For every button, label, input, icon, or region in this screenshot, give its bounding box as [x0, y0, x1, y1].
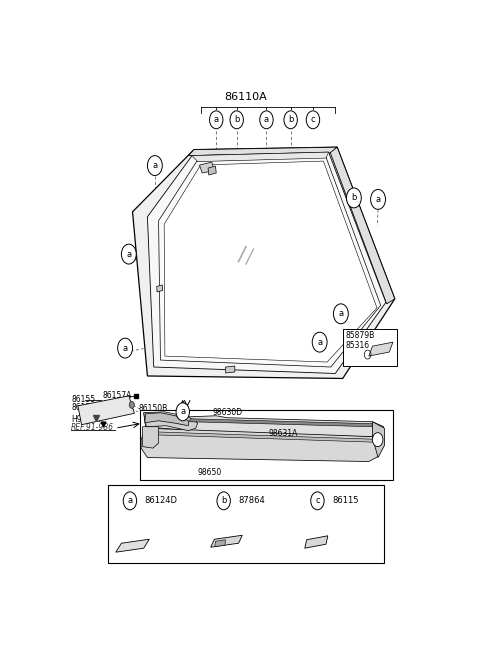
- Text: a: a: [127, 496, 132, 505]
- Polygon shape: [330, 147, 395, 304]
- Polygon shape: [200, 162, 215, 173]
- Text: a: a: [180, 407, 185, 416]
- Text: H94134: H94134: [71, 415, 101, 424]
- Polygon shape: [188, 147, 337, 156]
- Text: 86180: 86180: [335, 317, 359, 326]
- Text: b: b: [234, 115, 240, 124]
- Text: a: a: [152, 161, 157, 170]
- Circle shape: [217, 492, 230, 510]
- Circle shape: [371, 189, 385, 209]
- Text: c: c: [311, 115, 315, 124]
- Text: b: b: [221, 496, 227, 505]
- Circle shape: [260, 111, 273, 129]
- Text: a: a: [264, 115, 269, 124]
- Text: a: a: [214, 115, 219, 124]
- Text: 86124D: 86124D: [145, 496, 178, 505]
- Polygon shape: [78, 396, 134, 424]
- Polygon shape: [156, 285, 163, 292]
- Polygon shape: [211, 536, 242, 547]
- Polygon shape: [149, 432, 372, 442]
- Bar: [140, 410, 393, 481]
- Circle shape: [121, 244, 136, 264]
- Text: a: a: [317, 338, 322, 347]
- Circle shape: [334, 304, 348, 324]
- Circle shape: [311, 492, 324, 510]
- Polygon shape: [158, 157, 381, 367]
- Text: 86131F: 86131F: [345, 302, 373, 311]
- Text: 85879B: 85879B: [346, 331, 375, 340]
- Text: 98630D: 98630D: [213, 408, 243, 417]
- Polygon shape: [144, 412, 198, 431]
- Bar: [108, 485, 384, 563]
- Polygon shape: [132, 147, 395, 379]
- Bar: [343, 329, 396, 366]
- Circle shape: [210, 111, 223, 129]
- Polygon shape: [164, 161, 377, 362]
- Polygon shape: [147, 152, 386, 373]
- Text: b: b: [288, 115, 293, 124]
- Text: 86115: 86115: [332, 496, 359, 505]
- Text: REF.91-986: REF.91-986: [71, 422, 114, 432]
- Text: a: a: [126, 249, 132, 258]
- Polygon shape: [305, 536, 328, 548]
- Polygon shape: [116, 539, 149, 552]
- Polygon shape: [372, 422, 384, 457]
- Circle shape: [129, 401, 134, 408]
- Text: a: a: [375, 195, 381, 204]
- Polygon shape: [144, 413, 384, 437]
- Text: 86156: 86156: [103, 400, 127, 409]
- Text: c: c: [315, 496, 320, 505]
- Text: a: a: [338, 309, 343, 318]
- Text: a: a: [122, 344, 128, 353]
- Polygon shape: [369, 342, 393, 356]
- Circle shape: [123, 492, 137, 510]
- Text: 98631A: 98631A: [268, 429, 298, 437]
- Circle shape: [312, 332, 327, 352]
- Circle shape: [347, 188, 361, 208]
- Text: 86110A: 86110A: [225, 92, 267, 103]
- Text: 86154G: 86154G: [71, 403, 101, 412]
- Circle shape: [118, 338, 132, 358]
- Text: 87864: 87864: [239, 496, 265, 505]
- Polygon shape: [143, 427, 158, 448]
- Circle shape: [284, 111, 297, 129]
- Text: 86157A: 86157A: [103, 391, 132, 401]
- Polygon shape: [215, 540, 226, 547]
- Text: 85316: 85316: [346, 340, 370, 349]
- Text: 86150B: 86150B: [138, 404, 168, 413]
- Circle shape: [306, 111, 320, 129]
- Text: 86155: 86155: [71, 395, 96, 404]
- Text: 98650: 98650: [198, 468, 222, 477]
- Polygon shape: [141, 428, 384, 461]
- Polygon shape: [226, 366, 235, 373]
- Polygon shape: [145, 413, 188, 426]
- Circle shape: [176, 403, 190, 421]
- Text: 86190B: 86190B: [335, 324, 364, 333]
- Polygon shape: [208, 166, 216, 175]
- Circle shape: [372, 433, 383, 446]
- Polygon shape: [192, 152, 329, 162]
- Circle shape: [147, 156, 162, 176]
- Polygon shape: [190, 419, 372, 427]
- Text: b: b: [351, 193, 357, 202]
- Circle shape: [230, 111, 243, 129]
